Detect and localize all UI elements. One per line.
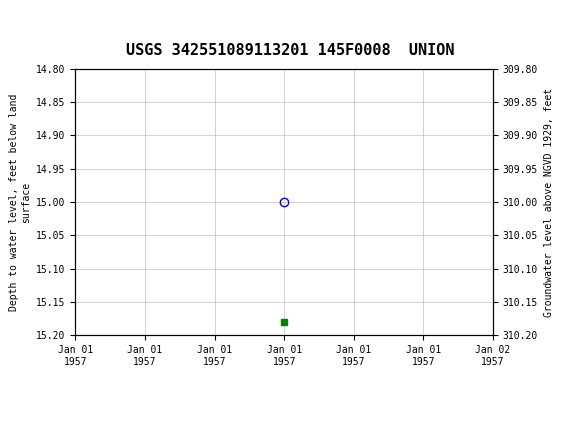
Text: USGS 342551089113201 145F0008  UNION: USGS 342551089113201 145F0008 UNION: [126, 43, 454, 58]
Y-axis label: Groundwater level above NGVD 1929, feet: Groundwater level above NGVD 1929, feet: [543, 88, 553, 316]
Y-axis label: Depth to water level, feet below land
surface: Depth to water level, feet below land su…: [9, 93, 31, 311]
Text: ≡USGS: ≡USGS: [6, 16, 72, 36]
